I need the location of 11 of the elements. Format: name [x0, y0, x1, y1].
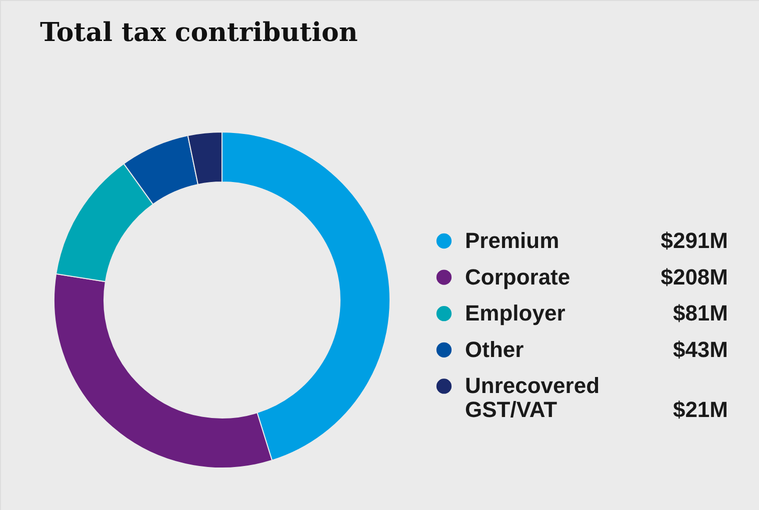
- legend-label: Employer: [465, 300, 566, 326]
- legend-label: Premium: [465, 228, 560, 253]
- legend-label: Unrecovered GST/VAT: [465, 373, 600, 422]
- data-label: $208M: [660, 264, 728, 290]
- data-label: $81M: [672, 300, 728, 326]
- legend-label: Other: [465, 336, 524, 362]
- legend-label: Corporate: [465, 264, 570, 290]
- data-label: $291M: [660, 228, 728, 253]
- data-label: $43M: [672, 336, 728, 362]
- chart-title: Total tax contribution: [40, 18, 358, 48]
- data-label: $21M: [672, 397, 728, 422]
